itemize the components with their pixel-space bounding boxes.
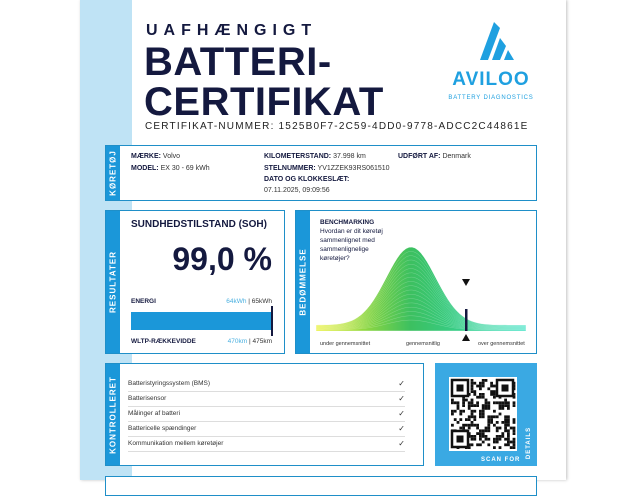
model-field: MODEL: EX 30 - 69 kWh [131, 165, 210, 172]
title-line-2: CERTIFIKAT [144, 80, 384, 124]
title-line-1: BATTERI- [144, 40, 332, 84]
checks-section: KONTROLLERET Batteristyringssystem (BMS)… [105, 363, 424, 466]
marker-top-icon [462, 279, 470, 286]
energy-value: 64kWh | 65kWh [226, 298, 272, 305]
check-item: Kommunikation mellem køretøjer ✓ [128, 437, 405, 452]
soh-bar [131, 312, 271, 330]
checks-tab: KONTROLLERET [106, 364, 120, 465]
benchmark-question: Hvordan er dit køretøj sammenlignet med … [320, 228, 383, 262]
brand-field: MÆRKE: Volvo [131, 153, 181, 160]
bell-curve-chart [316, 246, 526, 341]
check-item: Batterisensor ✓ [128, 392, 405, 407]
benchmark-section: BEDØMMELSE BENCHMARKING Hvordan er dit k… [295, 210, 537, 354]
checkmark-icon: ✓ [398, 439, 405, 448]
logo-name: AVILOO [452, 69, 530, 90]
vehicle-marker [465, 309, 468, 331]
tab-label: KONTROLLERET [108, 375, 118, 454]
marker-bottom-icon [462, 334, 470, 341]
subtitle: UAFHÆNGIGT [146, 22, 318, 39]
range-value: 470km | 475km [227, 338, 272, 345]
next-section [105, 476, 537, 496]
bell-curve-layer [316, 319, 526, 332]
checkmark-icon: ✓ [398, 394, 405, 403]
qr-label: SCAN FOR [481, 457, 521, 463]
tab-label: KØRETØJ [108, 150, 118, 196]
tab-label: BEDØMMELSE [298, 248, 308, 316]
qr-code[interactable] [449, 377, 517, 451]
results-tab: RESULTATER [106, 211, 120, 353]
results-section: RESULTATER SUNDHEDSTILSTAND (SOH) 99,0 %… [105, 210, 285, 354]
checkmark-icon: ✓ [398, 379, 405, 388]
aviloo-logo: AVILOO BATTERY DIAGNOSTICS [448, 20, 534, 101]
range-label: WLTP-RÆKKEVIDDE [131, 338, 196, 345]
page-title: BATTERI- CERTIFIKAT [144, 42, 384, 122]
checkmark-icon: ✓ [398, 409, 405, 418]
date-value: 07.11.2025, 09:09:56 [264, 187, 330, 194]
qr-code-panel[interactable]: SCAN FOR DETAILS [435, 363, 537, 466]
vin-field: STELNUMMER: YV1ZZEK93RS061510 [264, 165, 390, 172]
axis-label-average: gennemsnitlig [406, 341, 440, 347]
soh-value: 99,0 % [172, 241, 272, 277]
axis-label-below: under gennemsnittet [320, 341, 371, 347]
benchmark-tab: BEDØMMELSE [296, 211, 310, 353]
axis-label-above: over gennemsnittet [478, 341, 525, 347]
qr-label-2: DETAILS [525, 426, 532, 460]
check-item: Battericelle spændinger ✓ [128, 422, 405, 437]
logo-mark-icon [480, 22, 514, 60]
certificate-number: CERTIFIKAT-NUMMER: 1525B0F7-2C59-4DD0-97… [145, 121, 529, 132]
logo-tagline: BATTERY DIAGNOSTICS [448, 95, 534, 101]
mileage-field: KILOMETERSTAND: 37.998 km [264, 153, 366, 160]
benchmark-title: BENCHMARKING [320, 219, 375, 226]
check-item: Batteristyringssystem (BMS) ✓ [128, 377, 405, 392]
soh-title: SUNDHEDSTILSTAND (SOH) [131, 219, 267, 230]
checkmark-icon: ✓ [398, 424, 405, 433]
check-item: Målinger af batteri ✓ [128, 407, 405, 422]
vehicle-tab: KØRETØJ [106, 146, 120, 200]
vehicle-section: KØRETØJ MÆRKE: Volvo MODEL: EX 30 - 69 k… [105, 145, 537, 201]
bar-marker [271, 306, 273, 336]
date-label: DATO OG KLOKKESLÆT: [264, 176, 350, 183]
performed-field: UDFØRT AF: Denmark [398, 153, 471, 160]
tab-label: RESULTATER [108, 251, 118, 313]
energy-label: ENERGI [131, 298, 156, 305]
